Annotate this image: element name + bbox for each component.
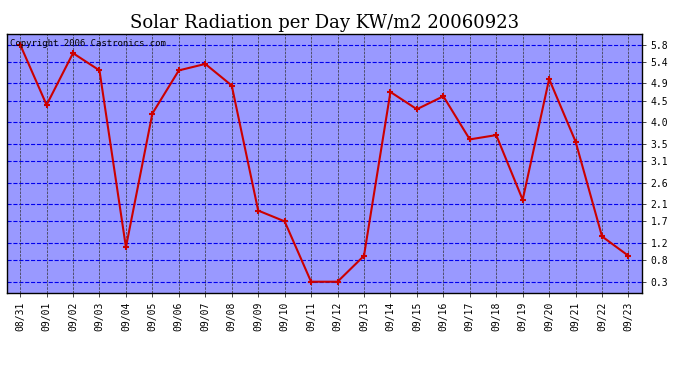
Title: Solar Radiation per Day KW/m2 20060923: Solar Radiation per Day KW/m2 20060923: [130, 14, 519, 32]
Text: Copyright 2006 Castronics.com: Copyright 2006 Castronics.com: [10, 39, 166, 48]
